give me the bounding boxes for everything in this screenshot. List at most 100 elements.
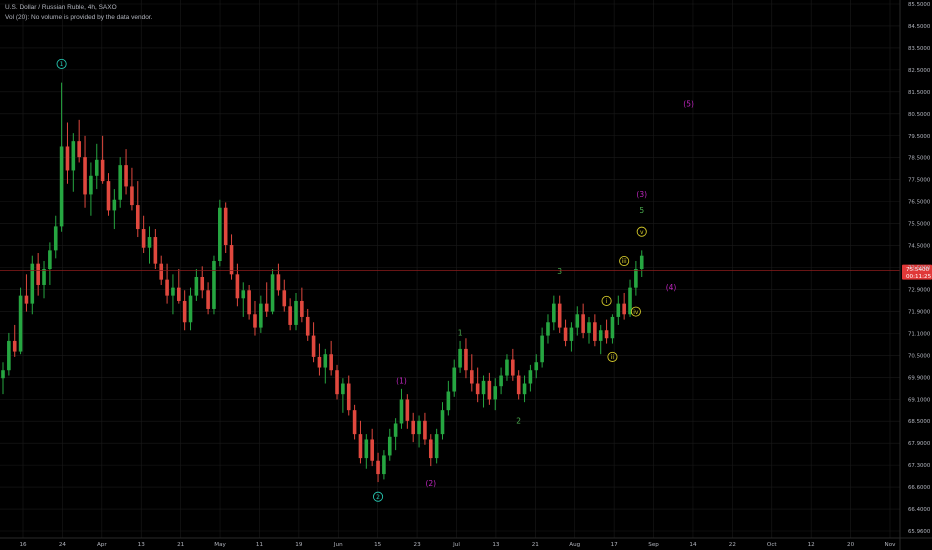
candle [423, 412, 427, 445]
candle-body [182, 300, 187, 323]
wave-label-circle [619, 255, 630, 267]
candle-body [563, 327, 568, 341]
candle [247, 284, 251, 320]
candle [18, 287, 23, 355]
candle-body [165, 279, 169, 296]
candle-body [534, 362, 539, 371]
candle-body [557, 303, 562, 328]
time-tick-label: 11 [256, 542, 264, 548]
candle-body [59, 146, 64, 227]
candle-body [434, 434, 439, 459]
candle [487, 372, 492, 405]
wave-label-text: v [640, 229, 644, 236]
candle-body [346, 383, 351, 411]
candle-body [370, 439, 374, 461]
candle [546, 314, 550, 344]
time-tick-label: 13 [138, 542, 146, 548]
candle-body [598, 330, 603, 341]
wave-label: ii [607, 351, 618, 362]
candle [42, 261, 46, 299]
wave-label-circle [630, 306, 641, 317]
wave-label-text: i [606, 298, 608, 305]
candle [598, 324, 603, 355]
candle-body [634, 269, 638, 288]
volume-indicator-legend: Vol (20): No volume is provided by the d… [5, 14, 153, 21]
candle [59, 82, 64, 232]
candle [188, 287, 193, 331]
wave-label: iii [619, 255, 630, 267]
candle-body [475, 383, 480, 395]
candle-body [417, 420, 421, 435]
candle [317, 343, 322, 376]
candle [528, 364, 533, 392]
candle [24, 274, 29, 312]
candle [276, 263, 281, 296]
candle-body [628, 287, 632, 315]
candlestick-series [1, 82, 644, 483]
candle-body [587, 322, 591, 333]
time-axis[interactable]: 16 24 Apr 13 21 May 11 19 Jun 15 23 Jul 13 21 Aug 17 Sep… [0, 537, 932, 548]
candle [499, 367, 503, 395]
price-tick-label: 66.6000 [908, 485, 931, 491]
wave-label: v [636, 226, 647, 237]
candle-body [639, 255, 644, 269]
candle [352, 404, 357, 440]
price-tick-label: 67.9000 [908, 441, 931, 447]
price-axis[interactable]: 85.5000 84.5000 83.5000 82.5000 81.5000 80.50… [899, 0, 931, 550]
candle-body [218, 207, 222, 262]
candle-body [317, 356, 322, 368]
candle-body [1, 370, 5, 379]
candle [153, 229, 158, 269]
time-tick-label: 16 [19, 542, 27, 548]
price-tick-label: 65.9600 [908, 529, 931, 535]
candle [147, 226, 152, 264]
candle-body [12, 340, 17, 352]
candle-body [604, 330, 609, 339]
candle-body [253, 314, 257, 328]
candle [83, 135, 87, 208]
candle [341, 378, 345, 413]
candle-body [458, 348, 462, 368]
candle-body [106, 181, 111, 211]
price-tick-label: 73.5000 [908, 266, 931, 272]
wave-label-text: 2 [376, 494, 380, 501]
time-tick-label: 23 [414, 542, 422, 548]
candle [305, 308, 310, 341]
candle-body [481, 380, 486, 395]
candle-body [405, 399, 410, 421]
candle [346, 375, 351, 416]
wave-label: i [601, 295, 612, 307]
candle-body [188, 295, 193, 323]
candle [417, 415, 421, 448]
candle [470, 354, 474, 392]
wave-label-text: ii [611, 354, 615, 361]
price-tick-label: 78.5000 [908, 156, 931, 162]
wave-label: (3) [636, 190, 647, 199]
candle [616, 295, 621, 325]
candle [65, 122, 70, 184]
candle-body [247, 290, 251, 315]
candle [124, 149, 128, 195]
price-tick-label: 72.9000 [908, 287, 931, 293]
candle [399, 388, 404, 429]
candle [118, 157, 122, 208]
wave-label: (4) [666, 283, 677, 292]
wave-label-text: (5) [683, 99, 694, 108]
candle-body [522, 383, 527, 395]
time-tick-label: 12 [808, 542, 815, 548]
candle [218, 199, 222, 267]
price-tick-label: 82.5000 [908, 68, 931, 74]
candle [628, 279, 632, 317]
candle-body [53, 226, 58, 251]
candle-body [528, 370, 533, 384]
candle-body [229, 245, 234, 275]
time-tick-label: Jul [452, 542, 460, 548]
wave-label: 3 [557, 267, 562, 276]
price-tick-label: 68.5000 [908, 419, 931, 425]
price-tick-label: 75.5000 [908, 222, 931, 228]
bar-countdown-label: 00:11:25 [906, 274, 932, 280]
candle [177, 269, 181, 304]
